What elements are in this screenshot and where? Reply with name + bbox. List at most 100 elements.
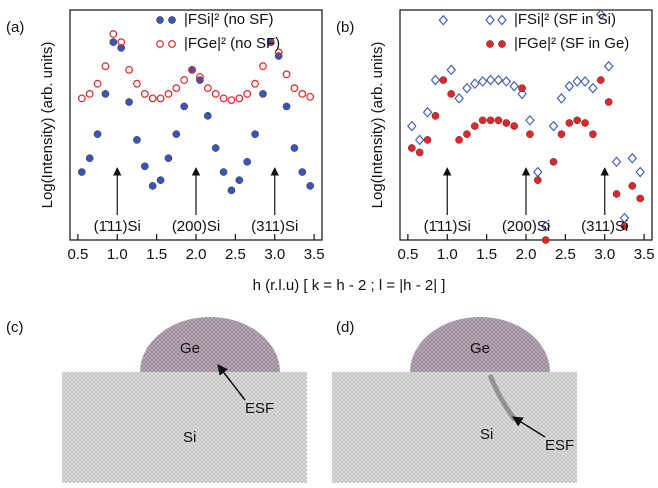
point (156, 176, 165, 184)
x-tick-label: 1.5 (146, 246, 167, 263)
legend-label: |FGe|² (SF in Ge) (514, 35, 629, 52)
panel-label: (d) (336, 319, 354, 336)
point (180, 102, 188, 111)
point (407, 120, 417, 132)
x-tick-label: 1.0 (107, 246, 128, 263)
x-tick-label: 1.0 (437, 246, 458, 263)
point (612, 190, 621, 198)
legend-marker (497, 14, 507, 26)
point (603, 60, 614, 72)
point (77, 94, 86, 103)
point (470, 78, 480, 90)
point (117, 38, 126, 47)
point (478, 116, 487, 125)
panel-label: (c) (6, 319, 24, 336)
point (439, 76, 448, 84)
point (588, 82, 598, 94)
point (274, 48, 283, 57)
point (259, 90, 267, 98)
point (85, 154, 94, 163)
legend-label: |FGe|² (no SF) (184, 35, 280, 52)
point (259, 62, 267, 71)
point (306, 182, 314, 190)
point (148, 94, 157, 103)
point (463, 130, 471, 138)
point (306, 92, 315, 101)
ge-island (140, 317, 280, 372)
esf-label: ESF (545, 437, 574, 454)
point (501, 76, 512, 87)
point (597, 76, 605, 84)
point (446, 64, 456, 76)
point (430, 74, 441, 86)
point (517, 88, 527, 100)
x-tick-label: 2.0 (516, 246, 537, 263)
point (565, 119, 574, 127)
point (78, 168, 86, 176)
point (620, 222, 629, 230)
panel-d: (d) Ge ESF Si (332, 317, 577, 483)
point (156, 94, 165, 103)
point (125, 98, 133, 106)
legend-marker (156, 40, 164, 48)
point (423, 136, 432, 144)
point (540, 220, 551, 232)
x-tick-label: 2.0 (186, 246, 207, 263)
point (172, 84, 181, 93)
point (235, 94, 244, 103)
point (604, 98, 613, 106)
point (251, 79, 259, 88)
point (526, 130, 534, 138)
point (485, 74, 496, 86)
si-label: Si (480, 426, 493, 443)
annotation: (1̄11)Si (424, 218, 471, 235)
point (415, 148, 424, 157)
point (227, 186, 236, 195)
point (509, 80, 519, 92)
point (581, 119, 589, 127)
point (455, 136, 463, 144)
point (471, 122, 479, 130)
point (243, 89, 252, 98)
point (141, 162, 149, 171)
point (298, 89, 307, 98)
x-axis-label: h (r.l.u) [ k = h - 2 ; l = |h - 2| ] (253, 277, 446, 294)
x-tick-label: 1.5 (476, 246, 497, 263)
point (140, 89, 149, 98)
point (573, 116, 581, 125)
legend-marker (486, 40, 494, 48)
point (219, 168, 228, 176)
legend-label: |FSi|² (no SF) (184, 11, 273, 28)
point (596, 9, 606, 20)
point (533, 166, 543, 178)
annotation: (311)Si (251, 218, 298, 235)
point (477, 76, 488, 87)
point (266, 38, 275, 47)
point (611, 156, 622, 168)
x-tick-label: 2.5 (555, 246, 576, 263)
x-tick-label: 3.0 (264, 246, 285, 263)
point (93, 130, 102, 138)
point (243, 158, 251, 166)
point (227, 96, 236, 104)
point (580, 76, 590, 87)
point (125, 65, 133, 74)
legend-marker (498, 40, 506, 48)
point (422, 106, 433, 118)
point (414, 134, 425, 146)
annotation: (311)Si (581, 218, 628, 235)
ge-label: Ge (180, 340, 200, 357)
point (211, 89, 220, 98)
point (133, 136, 141, 144)
legend-marker (156, 16, 164, 24)
annotation: (200)Si (502, 218, 550, 235)
point (204, 112, 212, 120)
point (93, 79, 102, 88)
esf-arrow (512, 416, 546, 438)
si-label: Si (183, 429, 196, 446)
point (282, 70, 291, 79)
y-axis-label: Log(Intensity) (arb. units) (39, 42, 56, 209)
point (101, 62, 110, 71)
point (510, 122, 518, 130)
